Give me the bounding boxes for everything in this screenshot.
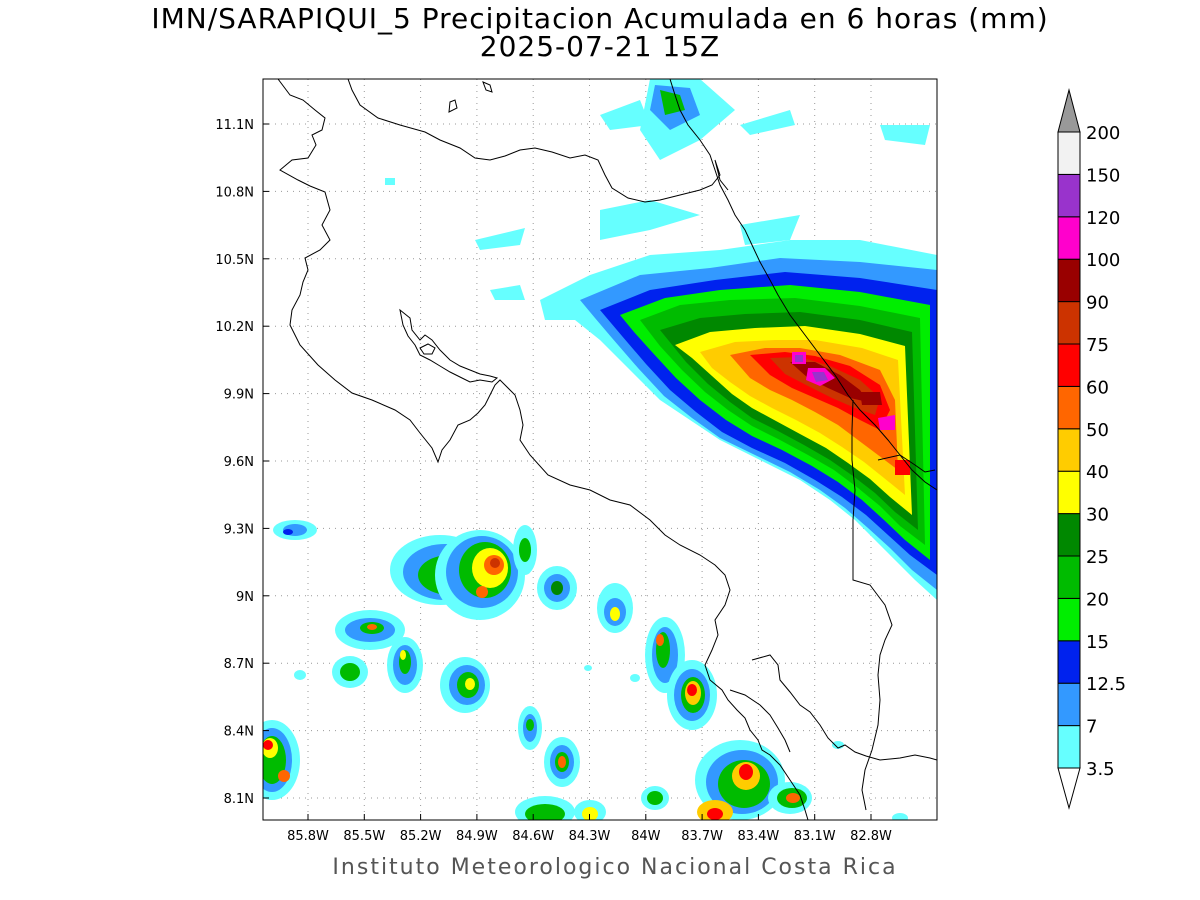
y-tick-label: 9.6N xyxy=(224,455,254,470)
golfo-dulce xyxy=(729,689,791,753)
x-tick-label: 83.1W xyxy=(794,829,836,844)
legend-swatch xyxy=(1057,555,1081,599)
legend-swatch xyxy=(1057,725,1081,769)
y-tick-label: 9.3N xyxy=(224,522,254,537)
legend-swatch xyxy=(1057,597,1081,642)
x-tick-label: 83.4W xyxy=(737,829,779,844)
legend-swatch xyxy=(1057,470,1081,515)
y-tick-label: 9.9N xyxy=(224,388,254,403)
panama-border xyxy=(851,399,893,811)
map-datetime-subtitle: 2025-07-21 15Z xyxy=(479,30,721,63)
legend-swatch xyxy=(1057,513,1081,557)
map-title: IMN/SARAPIQUI_5 Precipitacion Acumulada … xyxy=(151,2,1049,35)
legend-label: 60 xyxy=(1086,377,1109,398)
burica-coast xyxy=(751,654,937,761)
y-tick-label: 10.5N xyxy=(215,253,254,268)
legend-label: 7 xyxy=(1086,717,1097,738)
x-tick-label: 84.6W xyxy=(512,829,554,844)
x-tick-label: 84.3W xyxy=(569,829,611,844)
lake-island xyxy=(448,99,458,113)
legend-label: 90 xyxy=(1086,293,1109,314)
legend-swatch xyxy=(1057,258,1081,303)
legend-label: 120 xyxy=(1086,208,1120,229)
caribbean-coast xyxy=(669,79,937,491)
legend-swatch xyxy=(1057,343,1081,387)
legend-label: 200 xyxy=(1086,123,1120,144)
coastlines xyxy=(277,79,937,820)
legend-label: 3.5 xyxy=(1086,759,1115,780)
legend-swatch xyxy=(1057,682,1081,727)
y-tick-label: 10.2N xyxy=(215,320,254,335)
legend-swatch xyxy=(1057,173,1081,218)
legend-swatch xyxy=(1057,301,1081,345)
x-tick-label: 82.8W xyxy=(850,829,892,844)
legend-label: 20 xyxy=(1086,589,1109,610)
legend-label: 25 xyxy=(1086,547,1109,568)
precipitation-field xyxy=(263,79,937,820)
x-tick-label: 84W xyxy=(631,829,661,844)
legend-swatch xyxy=(1057,428,1081,472)
legend-label: 40 xyxy=(1086,462,1109,483)
nicaragua-coast xyxy=(277,79,809,820)
legend-label: 12.5 xyxy=(1086,674,1126,695)
legend-swatch xyxy=(1057,385,1081,430)
x-tick-label: 85.2W xyxy=(400,829,442,844)
nicoya-gulf-coast xyxy=(399,308,499,383)
legend-label: 30 xyxy=(1086,505,1109,526)
legend-swatch xyxy=(1057,640,1081,684)
y-tick-label: 8.7N xyxy=(224,657,254,672)
legend-under-triangle xyxy=(1057,767,1081,810)
x-tick-label: 83.7W xyxy=(681,829,723,844)
y-tick-label: 10.8N xyxy=(215,185,254,200)
y-tick-label: 9N xyxy=(236,590,254,605)
legend-swatch xyxy=(1057,131,1081,175)
x-tick-label: 85.5W xyxy=(343,829,385,844)
nicaragua-lake-shore xyxy=(347,79,729,203)
y-tick-label: 8.4N xyxy=(224,725,254,740)
lake-island-2 xyxy=(482,81,493,93)
legend-label: 150 xyxy=(1086,165,1120,186)
color-legend: 3.5 7 12.5 15 20 25 30 40 50 60 75 90 100 120 150 200 xyxy=(1057,88,1126,810)
legend-over-triangle xyxy=(1057,88,1081,133)
sixaola-border xyxy=(877,454,936,473)
pacific-rain-cells xyxy=(263,520,908,820)
plot-area xyxy=(263,79,937,820)
legend-label: 100 xyxy=(1086,250,1120,271)
legend-label: 15 xyxy=(1086,632,1109,653)
footer-credit: Instituto Meteorologico Nacional Costa R… xyxy=(332,855,898,880)
y-tick-label: 8.1N xyxy=(224,792,254,807)
x-tick-label: 84.9W xyxy=(456,829,498,844)
x-axis: 85.8W 85.5W 85.2W 84.9W 84.6W 84.3W 84W 83.7W 83… xyxy=(287,814,892,844)
y-axis: 11.1N 10.8N 10.5N 10.2N 9.9N 9.6N 9.3N 9N 8.7N 8.… xyxy=(215,118,269,807)
y-tick-label: 11.1N xyxy=(215,118,254,133)
x-tick-label: 85.8W xyxy=(287,829,329,844)
chira-island xyxy=(419,343,436,355)
legend-label: 75 xyxy=(1086,335,1109,356)
plot-frame xyxy=(262,78,938,821)
legend-label: 50 xyxy=(1086,420,1109,441)
legend-swatch xyxy=(1057,216,1081,260)
